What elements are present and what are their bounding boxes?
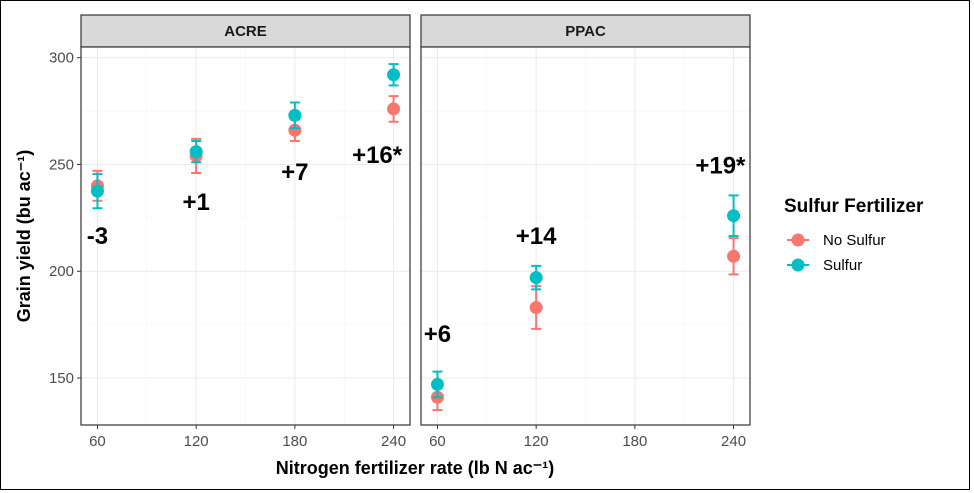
- y-axis-title: Grain yield (bu ac⁻¹): [14, 150, 34, 323]
- panel-title: ACRE: [224, 23, 267, 40]
- difference-annotation: +19*: [695, 152, 746, 179]
- difference-annotation: -3: [87, 223, 108, 250]
- y-tick-label: 200: [49, 263, 74, 280]
- x-tick-label: 240: [721, 433, 746, 450]
- data-point-no-sulfur: [529, 301, 543, 315]
- y-tick-label: 150: [49, 370, 74, 387]
- x-tick-label: 60: [89, 433, 106, 450]
- panel-title: PPAC: [565, 23, 606, 40]
- difference-annotation: +16*: [352, 142, 403, 169]
- data-point-sulfur: [90, 184, 104, 198]
- x-axis-title: Nitrogen fertilizer rate (lb N ac⁻¹): [276, 458, 555, 478]
- data-point-sulfur: [387, 68, 401, 82]
- x-tick-label: 120: [184, 433, 209, 450]
- difference-annotation: +7: [281, 159, 308, 186]
- y-tick-label: 250: [49, 156, 74, 173]
- x-tick-label: 180: [622, 433, 647, 450]
- data-point-no-sulfur: [288, 123, 302, 137]
- y-tick-label: 300: [49, 50, 74, 67]
- x-tick-label: 120: [524, 433, 549, 450]
- legend-label: No Sulfur: [823, 232, 886, 249]
- difference-annotation: +14: [516, 223, 557, 250]
- data-point-no-sulfur: [727, 249, 741, 263]
- legend-title: Sulfur Fertilizer: [784, 196, 924, 217]
- data-point-no-sulfur: [387, 102, 401, 116]
- difference-annotation: +6: [424, 321, 451, 348]
- difference-annotation: +1: [182, 189, 209, 216]
- panel-strip: [420, 14, 751, 48]
- panel-acre: ACRE 150 200 250 300 60 120 180 240 -3 +1 +7 +16*: [49, 14, 411, 450]
- panel-border: [420, 46, 751, 426]
- legend-key-point: [791, 258, 805, 272]
- data-point-sulfur: [430, 377, 444, 391]
- legend-key-point: [791, 233, 805, 247]
- panel-ppac: PPAC 60 120 180 240 +6 +14 +19*: [420, 14, 751, 450]
- legend: No Sulfur Sulfur: [787, 232, 886, 274]
- x-tick-label: 180: [282, 433, 307, 450]
- data-point-sulfur: [288, 108, 302, 122]
- panel-strip: [80, 14, 411, 48]
- data-point-sulfur: [727, 209, 741, 223]
- data-point-sulfur: [189, 145, 203, 159]
- x-tick-label: 60: [429, 433, 446, 450]
- panel-border: [80, 46, 411, 426]
- x-tick-label: 240: [381, 433, 406, 450]
- legend-label: Sulfur: [823, 257, 862, 274]
- data-point-sulfur: [529, 271, 543, 285]
